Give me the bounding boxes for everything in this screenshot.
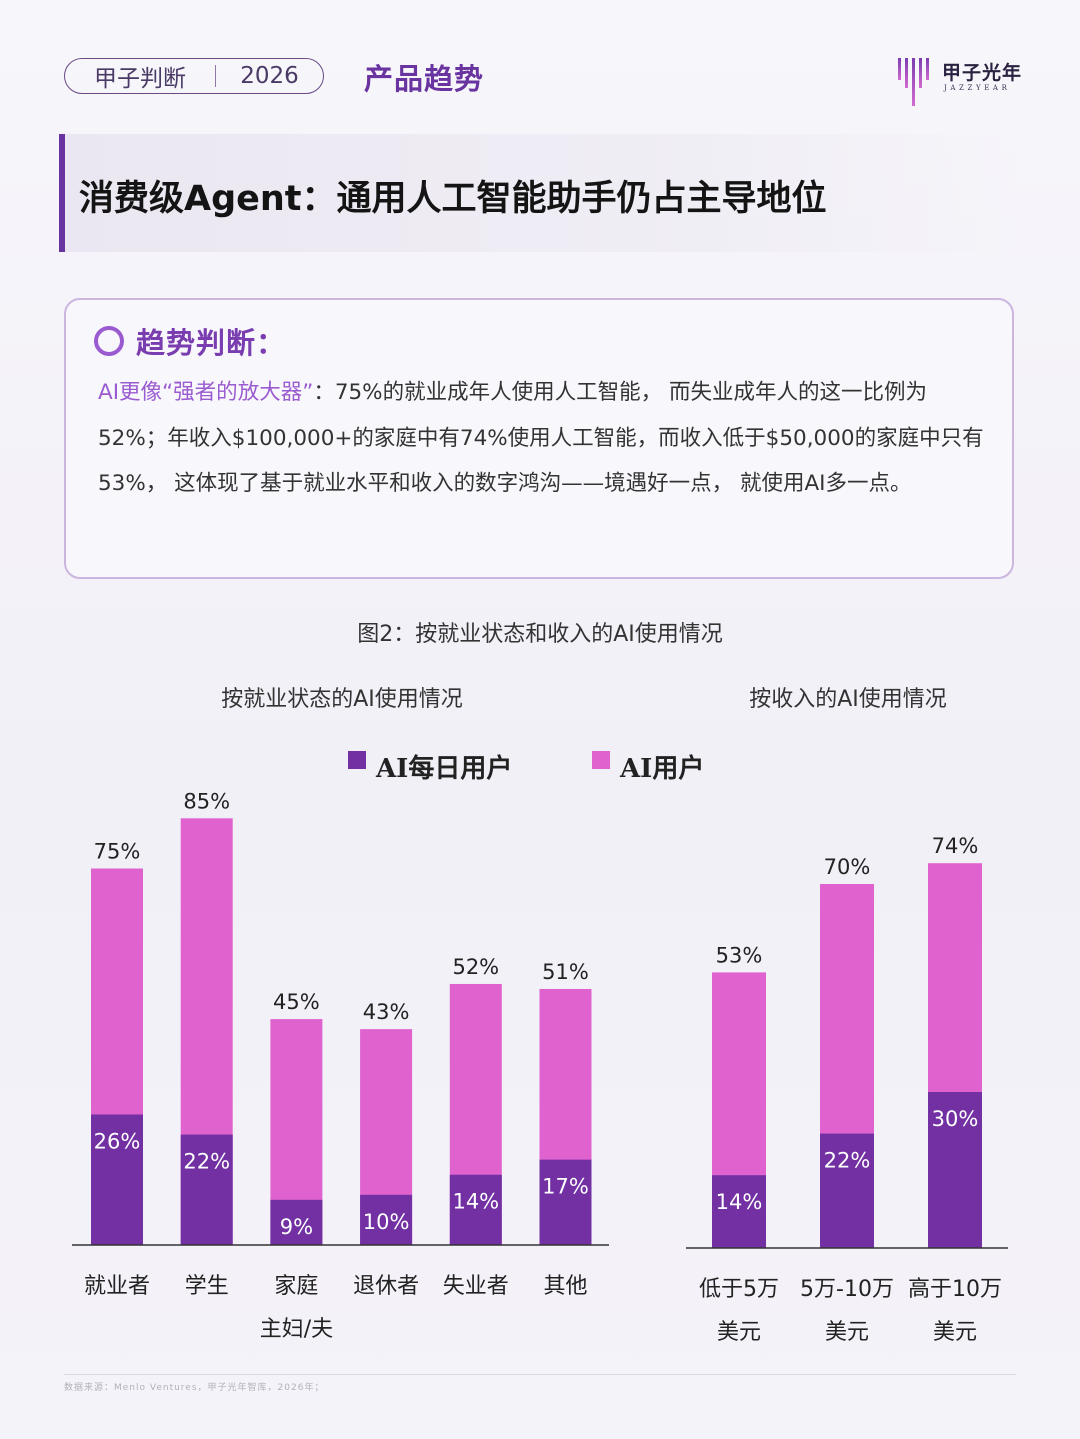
income-category-label: 5万-10万 <box>800 1277 894 1302</box>
trend-highlight: AI更像“强者的放大器” <box>98 380 314 405</box>
employment-bar-daily <box>180 1134 233 1245</box>
trend-heading: 趋势判断： <box>136 326 287 360</box>
employment-category-label: 退休者 <box>353 1274 419 1299</box>
section-title: 产品趋势 <box>364 62 485 96</box>
trend-box: 趋势判断： AI更像“强者的放大器”：75%的就业成年人使用人工智能， 而失业成… <box>64 298 1014 579</box>
employment-label-daily: 26% <box>94 1129 141 1153</box>
header-tag: 甲子判断 2026 <box>64 58 324 94</box>
employment-label-daily: 14% <box>452 1190 499 1214</box>
brand-logo: 甲子光年 JAZZYEAR <box>896 52 1026 108</box>
legend-swatch-user <box>592 751 610 769</box>
employment-category-label: 失业者 <box>443 1274 509 1299</box>
header-tag-year: 2026 <box>240 63 299 89</box>
income-category-label: 低于5万 <box>699 1277 779 1302</box>
employment-label-daily: 9% <box>280 1215 313 1239</box>
employment-bar-daily <box>360 1194 413 1245</box>
page-title: 消费级Agent：通用人工智能助手仍占主导地位 <box>79 179 827 219</box>
income-bar-daily <box>928 1092 982 1248</box>
logo-mark-icon <box>898 58 929 106</box>
employment-bar-daily <box>270 1199 323 1245</box>
employment-category-label: 学生 <box>185 1274 229 1299</box>
legend-item-user: AI用户 <box>592 748 704 785</box>
footer-divider <box>64 1374 1016 1375</box>
logo-name: 甲子光年 <box>942 62 1023 84</box>
employment-label-daily: 10% <box>363 1210 410 1234</box>
chart-employment-title: 按就业状态的AI使用情况 <box>221 687 463 712</box>
title-bar: 消费级Agent：通用人工智能助手仍占主导地位 <box>59 134 1019 252</box>
header-tag-divider <box>215 65 216 87</box>
income-category-label: 美元 <box>933 1320 977 1345</box>
employment-label-user: 75% <box>94 840 141 864</box>
income-label-daily: 30% <box>932 1107 979 1131</box>
legend-label-daily: AI每日用户 <box>376 754 513 784</box>
employment-bar-daily <box>91 1114 143 1245</box>
income-category-label: 高于10万 <box>908 1277 1002 1302</box>
income-label-user: 74% <box>932 834 979 858</box>
employment-label-user: 52% <box>452 955 499 979</box>
logo-subtitle: JAZZYEAR <box>944 84 1011 92</box>
employment-category-label: 就业者 <box>84 1274 150 1299</box>
legend-swatch-daily <box>348 751 366 769</box>
employment-bar-daily <box>539 1159 592 1245</box>
employment-bar-daily <box>449 1174 502 1245</box>
employment-category-label: 家庭 <box>274 1274 318 1299</box>
income-category-label: 美元 <box>825 1320 869 1345</box>
income-label-user: 53% <box>716 943 763 967</box>
header-tag-label: 甲子判断 <box>94 66 186 92</box>
employment-label-user: 51% <box>542 960 589 984</box>
legend-item-daily: AI每日用户 <box>348 748 512 785</box>
employment-label-user: 43% <box>363 1000 410 1024</box>
employment-category-label: 主妇/夫 <box>260 1317 333 1342</box>
data-source: 数据来源：Menlo Ventures，甲子光年智库，2026年； <box>64 1383 325 1393</box>
income-label-daily: 14% <box>716 1190 763 1214</box>
figure-title: 图2：按就业状态和收入的AI使用情况 <box>357 622 723 647</box>
chart-income-title: 按收入的AI使用情况 <box>749 687 947 712</box>
income-label-daily: 22% <box>824 1149 871 1173</box>
trend-body: AI更像“强者的放大器”：75%的就业成年人使用人工智能， 而失业成年人的这一比… <box>98 370 988 507</box>
employment-label-user: 45% <box>273 990 320 1014</box>
trend-text: ：75%的就业成年人使用人工智能， 而失业成年人的这一比例为52%；年收入$10… <box>98 380 984 496</box>
income-bar-daily <box>712 1175 766 1248</box>
income-bar-daily <box>820 1133 874 1248</box>
income-category-label: 美元 <box>717 1320 761 1345</box>
employment-label-user: 85% <box>183 789 230 813</box>
legend-label-user: AI用户 <box>620 754 705 784</box>
employment-label-daily: 17% <box>542 1175 589 1199</box>
employment-label-daily: 22% <box>183 1150 230 1174</box>
income-label-user: 70% <box>824 855 871 879</box>
employment-category-label: 其他 <box>543 1274 587 1299</box>
circle-bullet-icon <box>94 326 124 356</box>
